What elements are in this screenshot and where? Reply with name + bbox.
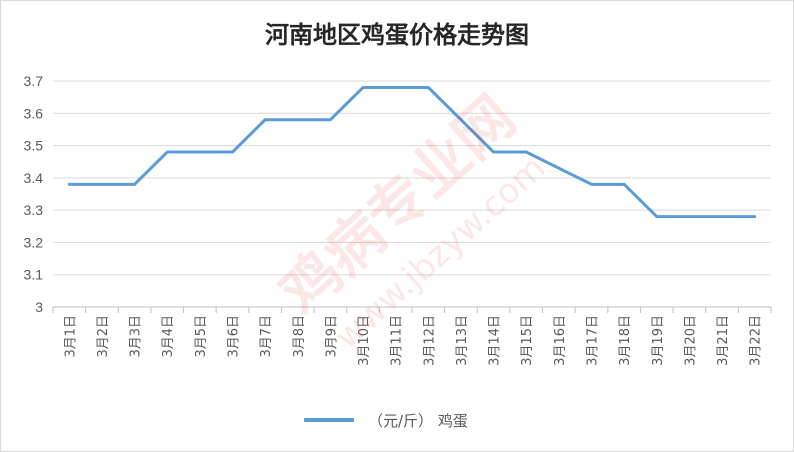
x-tick-label: 3月16日 <box>553 315 568 366</box>
x-tick-label: 3月17日 <box>586 315 601 366</box>
y-tick-label: 3.3 <box>24 202 44 218</box>
x-tick-label: 3月9日 <box>324 315 339 358</box>
x-tick-label: 3月3日 <box>129 315 144 358</box>
x-tick-label: 3月12日 <box>422 315 437 366</box>
y-tick-label: 3.5 <box>24 138 44 154</box>
x-tick-label: 3月14日 <box>488 315 503 366</box>
x-tick-label: 3月7日 <box>259 315 274 358</box>
x-tick-label: 3月6日 <box>227 315 242 358</box>
legend-label: （元/斤） 鸡蛋 <box>368 411 468 430</box>
y-tick-label: 3 <box>35 299 43 315</box>
chart-title: 河南地区鸡蛋价格走势图 <box>265 21 529 49</box>
line-chart: 3 3.1 3.2 3.3 3.4 3.5 3.6 3.7 3月1日 3月2日 3月3日 3月4日 3月… <box>24 73 772 366</box>
x-tick-label: 3月18日 <box>618 315 633 366</box>
y-tick-label: 3.1 <box>24 267 44 283</box>
y-tick-label: 3.2 <box>24 234 44 250</box>
x-tick-label: 3月21日 <box>716 315 731 366</box>
x-tick-label: 3月19日 <box>651 315 666 366</box>
y-tick-label: 3.4 <box>24 170 44 186</box>
x-tick-label: 3月13日 <box>455 315 470 366</box>
legend-line-swatch <box>304 418 354 422</box>
x-tick-label: 3月8日 <box>292 315 307 358</box>
y-tick-label: 3.7 <box>24 73 44 89</box>
x-tick-label: 3月4日 <box>161 315 176 358</box>
y-tick-label: 3.6 <box>24 105 44 121</box>
x-tick-label: 3月15日 <box>520 315 535 366</box>
x-tick-label: 3月2日 <box>96 315 111 358</box>
x-tick-label: 3月20日 <box>683 315 698 366</box>
x-tick-label: 3月22日 <box>749 315 764 366</box>
x-tick-label: 3月11日 <box>390 315 405 366</box>
chart-legend: （元/斤） 鸡蛋 <box>304 409 468 431</box>
x-tick-label: 3月1日 <box>63 315 78 358</box>
series-line <box>67 85 757 219</box>
x-tick-label: 3月5日 <box>194 315 209 358</box>
x-tick-label: 3月10日 <box>357 315 372 366</box>
